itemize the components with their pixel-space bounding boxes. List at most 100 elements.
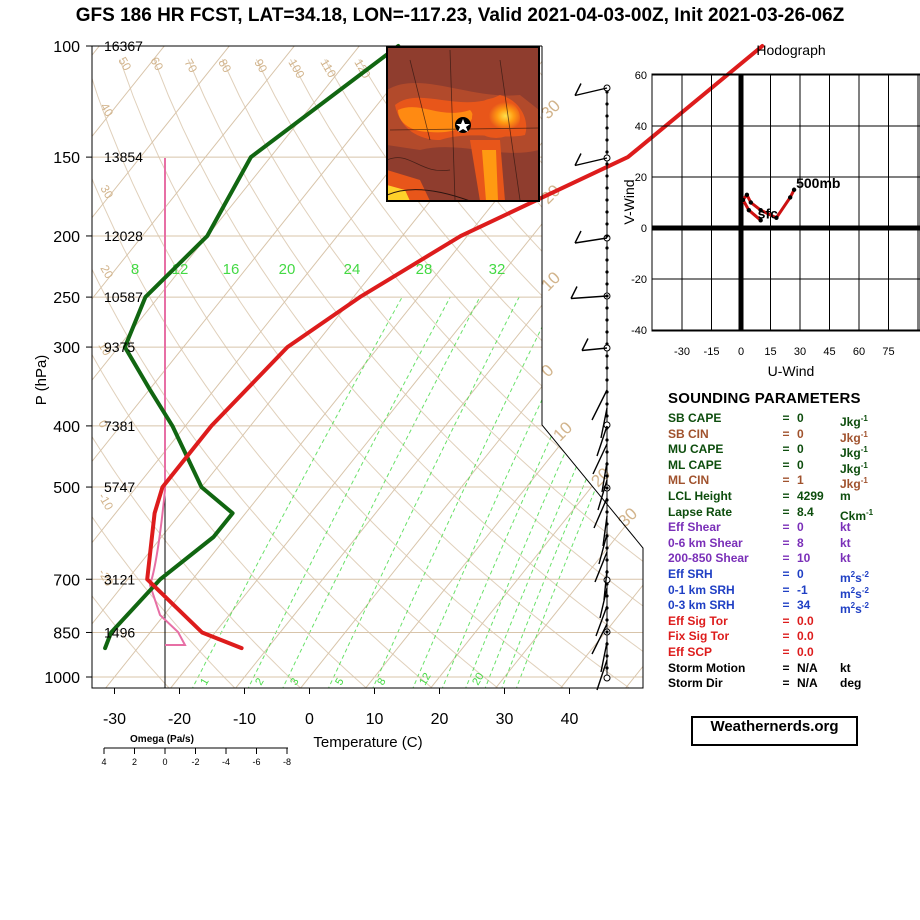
pressure-tick-label: 1000 xyxy=(44,670,80,687)
mixing-ratio-line xyxy=(190,296,403,688)
dewpoint-series-line xyxy=(103,44,401,651)
parameter-name: Eff Sig Tor xyxy=(668,613,728,628)
parameter-value: 0.0 xyxy=(797,613,814,628)
wind-barb xyxy=(593,497,608,529)
wind-barb-dot xyxy=(605,318,609,322)
parameter-unit-second: s xyxy=(855,586,862,601)
dry-adiabat-line xyxy=(92,59,172,688)
parameter-name: 0-6 km Shear xyxy=(668,535,743,550)
isotherm-line xyxy=(92,46,253,688)
parameter-value: 0 xyxy=(797,426,804,441)
parameter-value: 0.0 xyxy=(797,644,814,659)
mixing-ratio-label: 20 xyxy=(279,261,296,278)
parameter-unit: m2s-2 xyxy=(840,583,900,601)
height-label: 9375 xyxy=(104,339,135,355)
x-axis-label: Temperature (C) xyxy=(313,734,422,751)
parameter-name: Lapse Rate xyxy=(668,504,733,519)
theta-label: 20 xyxy=(97,263,116,282)
parameter-unit-base: m xyxy=(840,488,851,503)
mixing-ratio-line xyxy=(515,296,643,688)
wind-barb xyxy=(597,479,608,511)
omega-tick-label: -2 xyxy=(191,757,199,767)
theta-label: 10 xyxy=(95,340,114,359)
temperature-tick-label: -10 xyxy=(233,711,256,728)
wind-barb xyxy=(574,87,608,97)
parameter-name: LCL Height xyxy=(668,488,732,503)
theta-label: 70 xyxy=(181,57,200,76)
omega-tick-label: 0 xyxy=(162,757,167,767)
hodograph-title: Hodograph xyxy=(756,42,825,58)
wind-barb xyxy=(600,641,608,673)
parameter-row: Eff SCP = 0.0 xyxy=(668,645,908,661)
isotherm-line xyxy=(92,46,188,688)
parameter-unit-sup: -1 xyxy=(860,414,868,423)
hodograph-bottom-label: sfc xyxy=(758,205,778,221)
parameter-unit-sup: -2 xyxy=(861,585,869,595)
parameter-equals: = xyxy=(782,582,790,597)
wind-barb xyxy=(600,407,608,439)
parameter-equals: = xyxy=(782,504,790,519)
parameter-row: Eff Sig Tor = 0.0 xyxy=(668,614,908,630)
parameter-unit-sup: -1 xyxy=(860,445,868,455)
parameter-name: SB CIN xyxy=(668,426,709,441)
hodograph-frame xyxy=(651,73,920,332)
wind-barb-flag xyxy=(574,153,582,166)
hodograph-x-tick-label: 30 xyxy=(794,346,806,358)
hodograph-point xyxy=(758,218,763,223)
wind-barb-dot xyxy=(605,342,609,346)
pressure-tick-label: 200 xyxy=(53,229,80,246)
mixing-ratio-label: 2 xyxy=(253,676,266,687)
parameter-unit xyxy=(840,614,900,630)
parameter-name: 200-850 Shear xyxy=(668,551,749,566)
hodograph-point xyxy=(787,195,793,200)
theta-label: 50 xyxy=(115,55,134,74)
mixing-ratio-label: 5 xyxy=(333,676,346,687)
parameter-equals: = xyxy=(782,676,790,691)
parameter-unit-sup: 2 xyxy=(850,585,856,595)
parameter-unit-base: kt xyxy=(840,520,851,535)
isotherm-line xyxy=(428,46,643,688)
pressure-tick-label: 250 xyxy=(53,290,80,307)
parameter-unit-base: kt xyxy=(840,535,851,550)
mixing-ratio-label: 20 xyxy=(470,671,487,688)
temperature-tick-label: 30 xyxy=(496,711,514,728)
parameter-row: LCL Height = 4299 m xyxy=(668,489,908,505)
hodograph-x-tick-label: 60 xyxy=(853,346,865,358)
parameter-value: 0 xyxy=(797,442,804,457)
parameter-unit: kt xyxy=(840,536,900,552)
parameter-equals: = xyxy=(782,411,790,425)
wind-barb-dot xyxy=(605,450,609,454)
pressure-tick-label: 850 xyxy=(53,625,80,642)
parameter-name: Storm Motion xyxy=(668,660,746,675)
height-label: 5747 xyxy=(104,479,135,495)
parameter-unit-base: kt xyxy=(840,660,851,675)
parameter-value: 0 xyxy=(797,457,804,472)
parameter-row: Storm Motion = N/A kt xyxy=(668,661,908,677)
mixing-ratio-line xyxy=(483,296,643,688)
hodograph-y-tick-label: -40 xyxy=(631,325,647,337)
mixing-ratio-label: 3 xyxy=(288,676,301,687)
wind-barb-dot xyxy=(605,486,609,490)
hodograph-y-tick-label: 20 xyxy=(635,172,647,184)
mixing-ratio-line xyxy=(281,296,481,688)
dry-adiabat-line xyxy=(92,59,567,688)
parameter-name: 0-3 km SRH xyxy=(668,598,735,613)
wind-barb xyxy=(595,605,608,637)
hodograph-top-label: 500mb xyxy=(796,175,840,191)
isotherm-line xyxy=(92,46,383,688)
parameter-unit-base: deg xyxy=(840,676,862,691)
parameter-name: 0-1 km SRH xyxy=(668,582,735,597)
parameter-name: Eff SRH xyxy=(668,566,713,581)
wind-barb-dot xyxy=(605,438,609,442)
parameter-value: 10 xyxy=(797,551,811,566)
pressure-tick-label: 150 xyxy=(53,150,80,167)
isotherm-label: 10 xyxy=(549,418,576,445)
wind-barb-dot xyxy=(605,150,609,154)
parameter-equals: = xyxy=(782,613,790,628)
dry-adiabat-line xyxy=(92,59,502,688)
wind-barb-dot xyxy=(605,258,609,262)
parameter-unit-base: m xyxy=(840,602,851,617)
wind-barb-dot xyxy=(605,282,609,286)
wind-barb-station xyxy=(603,674,611,682)
